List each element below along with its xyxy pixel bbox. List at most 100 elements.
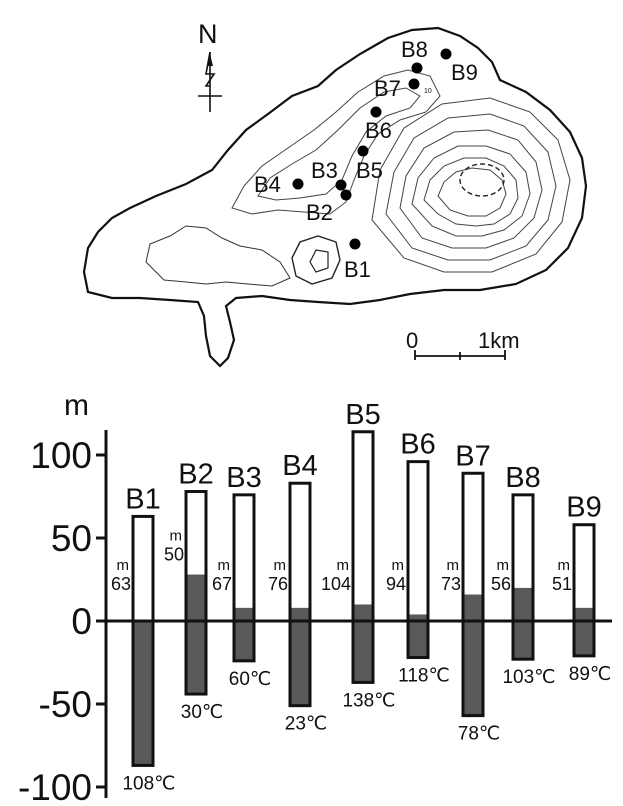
bar-saturated-segment: [133, 621, 153, 766]
bar-dry-segment: [186, 491, 206, 575]
borehole-map-label: B2: [306, 200, 333, 225]
island-map: 10 N 0 1km B1 B2 B3 B4: [82, 19, 588, 368]
volcano-contours: [371, 97, 571, 273]
depth-unit-label: m: [447, 557, 460, 574]
bar-saturated-segment: [513, 587, 533, 660]
bar-dry-segment: [463, 473, 483, 595]
temperature-label: 78℃: [458, 724, 500, 745]
depth-unit-label: m: [558, 557, 571, 574]
bar-outline: [184, 490, 208, 696]
borehole-map-label: B1: [344, 257, 371, 282]
depth-value-label: 63: [111, 574, 131, 594]
borehole-map-label: B3: [311, 158, 338, 183]
temperature-label: 103℃: [502, 667, 555, 688]
bar-outline: [572, 523, 596, 658]
depth-unit-label: m: [392, 557, 405, 574]
depth-unit-label: m: [117, 557, 130, 574]
depth-unit-label: m: [170, 528, 183, 545]
borehole-point-b8: [411, 62, 423, 74]
borehole-bars: B1m63108℃B2m5030℃B3m6760℃B4m7623℃B5m1041…: [111, 399, 611, 795]
borehole-bar-b2: B2 m50 30℃: [164, 459, 223, 724]
bar-outline: [406, 460, 430, 660]
borehole-bar-b4: B4 m76 23℃: [268, 450, 327, 734]
temperature-label: 30℃: [181, 702, 223, 723]
bar-category-label: B6: [400, 429, 435, 461]
bar-category-label: B7: [455, 440, 490, 472]
scale-distance-label: 1km: [478, 328, 520, 353]
bar-dry-segment: [353, 431, 373, 605]
map-contour: [309, 249, 329, 273]
y-tick-label: 100: [30, 435, 92, 476]
bar-outline: [131, 514, 155, 767]
borehole-map-label: B7: [374, 76, 401, 101]
borehole-map-label: B6: [365, 118, 392, 143]
bar-dry-segment: [408, 461, 428, 615]
bar-category-label: B8: [505, 462, 540, 494]
bar-dry-segment: [234, 494, 254, 608]
y-axis-unit: m: [64, 389, 89, 422]
depth-value-label: 51: [552, 574, 572, 594]
temperature-label: 118℃: [398, 666, 450, 687]
bar-dry-segment: [290, 483, 310, 608]
borehole-bar-b6: B6 m94 118℃: [386, 429, 450, 687]
depth-unit-label: m: [274, 557, 287, 574]
borehole-map-label: B4: [254, 172, 281, 197]
map-contour: [291, 235, 341, 285]
depth-value-label: 94: [386, 574, 406, 594]
bar-saturated-segment: [234, 607, 254, 661]
north-arrow: N: [198, 19, 222, 112]
bar-category-label: B9: [566, 492, 601, 524]
contour-label: 10: [424, 88, 432, 95]
bar-category-label: B3: [226, 462, 261, 494]
island-coastline: [82, 26, 588, 368]
bar-dry-segment: [574, 524, 594, 608]
depth-unit-label: m: [497, 557, 510, 574]
depth-value-label: 73: [441, 574, 461, 594]
bar-saturated-segment: [186, 574, 206, 695]
bar-category-label: B4: [282, 450, 317, 482]
depth-value-label: 50: [164, 545, 184, 565]
bar-saturated-segment: [574, 607, 594, 656]
borehole-bar-b8: B8 m56 103℃: [491, 462, 556, 688]
y-tick-label: 50: [51, 518, 92, 559]
borehole-point-b4: [292, 178, 304, 190]
bar-category-label: B5: [345, 399, 380, 431]
bar-category-label: B2: [178, 459, 213, 491]
borehole-markers: B1 B2 B3 B4 B5 B6 B7 B8 B9: [254, 37, 478, 282]
map-contour: [257, 87, 421, 201]
borehole-bar-b3: B3 m67 60℃: [212, 462, 271, 690]
borehole-point-b3: [335, 179, 347, 191]
temperature-label: 89℃: [569, 664, 611, 685]
scale-bar: 0 1km: [406, 328, 520, 360]
depth-value-label: 56: [491, 574, 511, 594]
bar-outline: [232, 493, 256, 663]
bar-saturated-segment: [353, 604, 373, 683]
bar-saturated-segment: [463, 594, 483, 716]
bar-outline: [511, 493, 535, 661]
borehole-bar-b9: B9 m51 89℃: [552, 492, 611, 685]
bar-outline: [461, 471, 485, 718]
bar-outline: [288, 481, 312, 708]
depth-unit-label: m: [218, 557, 231, 574]
depth-value-label: 76: [268, 574, 288, 594]
bar-category-label: B1: [125, 483, 160, 515]
borehole-point-b1: [349, 238, 361, 250]
borehole-point-b9: [440, 48, 452, 60]
north-label: N: [198, 19, 218, 49]
bar-saturated-segment: [408, 614, 428, 658]
temperature-label: 138℃: [342, 690, 395, 711]
depth-unit-label: m: [337, 557, 350, 574]
temperature-label: 23℃: [285, 714, 327, 735]
y-axis-ticks: 100 50 0 -50 -100: [18, 435, 106, 806]
bar-dry-segment: [513, 494, 533, 588]
scale-zero-label: 0: [406, 328, 418, 353]
borehole-bar-b1: B1 m63 108℃: [111, 483, 176, 794]
borehole-point-b5: [357, 145, 369, 157]
borehole-point-b7: [408, 78, 420, 90]
y-tick-label: -100: [18, 767, 92, 806]
bar-saturated-segment: [290, 607, 310, 706]
depth-value-label: 104: [321, 574, 351, 594]
